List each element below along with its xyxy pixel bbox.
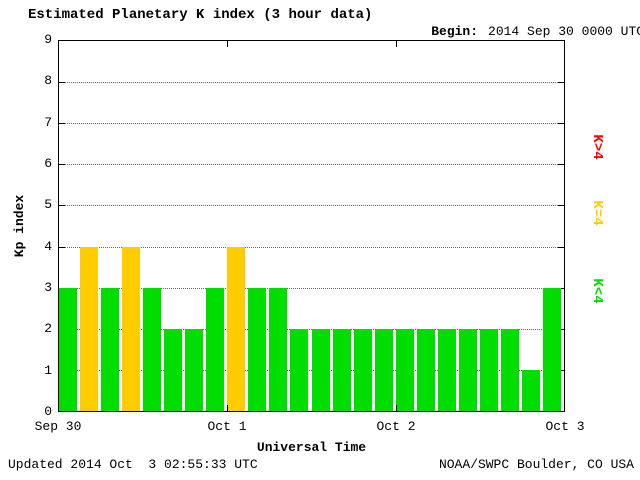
begin-value: 2014 Sep 30 0000 UTC: [488, 24, 640, 39]
gridline-kp-6: [59, 164, 564, 166]
kp-bar: [332, 328, 351, 411]
plot-area: [58, 40, 565, 412]
kp-bar: [353, 328, 372, 411]
y-tick-label-2: 2: [44, 321, 52, 337]
y-tick-right: [558, 82, 564, 84]
y-tick-right: [558, 205, 564, 207]
y-tick-label-3: 3: [44, 280, 52, 295]
updated-timestamp: Updated 2014 Oct 3 02:55:33 UTC: [8, 457, 258, 472]
y-tick-right: [558, 164, 564, 166]
x-tick-top: [227, 41, 229, 47]
gridline-kp-3: [59, 287, 564, 289]
kp-bar: [521, 369, 540, 411]
x-tick-bottom: [227, 405, 229, 411]
y-tick-right: [558, 246, 564, 248]
source-credit: NOAA/SWPC Boulder, CO USA: [438, 457, 634, 472]
begin-label: Begin:: [431, 24, 479, 39]
y-tick-label-4: 4: [44, 238, 52, 254]
x-tick-label-0: Sep 30: [34, 419, 82, 434]
y-tick-right: [558, 123, 564, 125]
y-tick-right: [558, 287, 564, 289]
kp-bar: [122, 246, 141, 411]
kp-bar: [500, 328, 519, 411]
x-axis-title: Universal Time: [256, 440, 367, 455]
y-tick-right: [558, 369, 564, 371]
kp-bar: [311, 328, 330, 411]
kp-bar: [227, 246, 246, 411]
kp-bar: [458, 328, 477, 411]
kp-bar: [80, 246, 99, 411]
kp-bar: [185, 328, 204, 411]
y-tick-left: [59, 164, 65, 166]
kp-bar: [479, 328, 498, 411]
x-tick-bottom: [395, 405, 397, 411]
y-tick-label-5: 5: [44, 197, 52, 213]
gridline-kp-7: [59, 123, 564, 125]
kp-bar: [101, 287, 120, 411]
y-tick-label-7: 7: [44, 114, 52, 130]
y-tick-label-9: 9: [44, 32, 52, 47]
begin-row: Begin: 2014 Sep 30 0000 UTC: [400, 9, 640, 54]
y-tick-left: [59, 123, 65, 125]
kp-bar: [164, 328, 183, 411]
x-tick-label-3: Oct 3: [545, 419, 585, 434]
y-tick-label-6: 6: [44, 156, 52, 171]
y-axis-title: Kp index: [12, 194, 27, 258]
kp-bar: [416, 328, 435, 411]
x-tick-label-2: Oct 2: [376, 419, 416, 434]
legend-label-k-above-4: K>4: [589, 134, 605, 160]
y-tick-left: [59, 82, 65, 84]
kp-bar: [269, 287, 288, 411]
y-tick-label-0: 0: [44, 404, 52, 419]
y-tick-label-8: 8: [44, 73, 52, 89]
gridline-kp-4: [59, 246, 564, 248]
legend-label-k-equal-4: K=4: [589, 200, 605, 226]
y-tick-right: [558, 328, 564, 330]
chart-title: Estimated Planetary K index (3 hour data…: [28, 7, 373, 23]
y-tick-left: [59, 205, 65, 207]
gridline-kp-8: [59, 82, 564, 84]
y-tick-left: [59, 246, 65, 248]
kp-bar: [59, 287, 78, 411]
kp-bar: [248, 287, 267, 411]
kp-bar: [374, 328, 393, 411]
legend-label-k-below-4: K<4: [589, 278, 605, 304]
x-tick-label-1: Oct 1: [207, 419, 247, 434]
legend: K>4 K=4 K<4: [574, 0, 618, 420]
kp-bar: [542, 287, 561, 411]
kp-bar: [395, 328, 414, 411]
kp-bar: [143, 287, 162, 411]
x-tick-top: [395, 41, 397, 47]
kp-bar: [437, 328, 456, 411]
gridline-kp-5: [59, 205, 564, 207]
y-tick-label-1: 1: [44, 362, 52, 378]
kp-bar: [206, 287, 225, 411]
kp-bar: [290, 328, 309, 411]
